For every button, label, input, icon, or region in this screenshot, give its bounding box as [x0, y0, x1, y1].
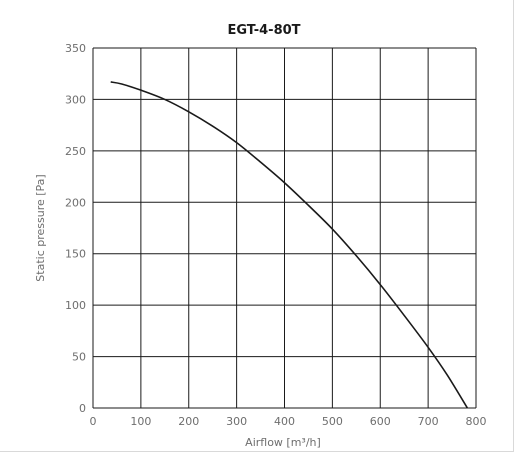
x-tick-label: 200 [178, 415, 199, 428]
series-line-1 [110, 81, 469, 409]
x-tick-label: 300 [226, 415, 247, 428]
y-tick-label: 100 [65, 299, 86, 312]
x-tick-labels: 0 100 200 300 400 500 600 700 800 [90, 415, 487, 428]
series-group [110, 81, 469, 409]
y-axis-label: Static pressure [Pa] [34, 174, 47, 281]
x-tick-label: 500 [322, 415, 343, 428]
y-tick-label: 250 [65, 145, 86, 158]
x-tick-label: 800 [466, 415, 487, 428]
x-tick-label: 100 [130, 415, 151, 428]
y-tick-label: 150 [65, 248, 86, 261]
chart-title: EGT-4-80T [227, 23, 300, 38]
x-tick-label: 0 [90, 415, 97, 428]
y-tick-label: 350 [65, 42, 86, 55]
y-tick-label: 50 [72, 351, 86, 364]
grid [92, 47, 477, 409]
x-tick-label: 400 [274, 415, 295, 428]
x-tick-label: 700 [418, 415, 439, 428]
x-tick-label: 600 [370, 415, 391, 428]
y-tick-label: 200 [65, 196, 86, 209]
y-tick-labels: 0 50 100 150 200 250 300 350 [65, 42, 86, 415]
y-tick-label: 300 [65, 93, 86, 106]
x-axis-label: Airflow [m³/h] [245, 436, 321, 449]
y-tick-label: 0 [79, 402, 86, 415]
